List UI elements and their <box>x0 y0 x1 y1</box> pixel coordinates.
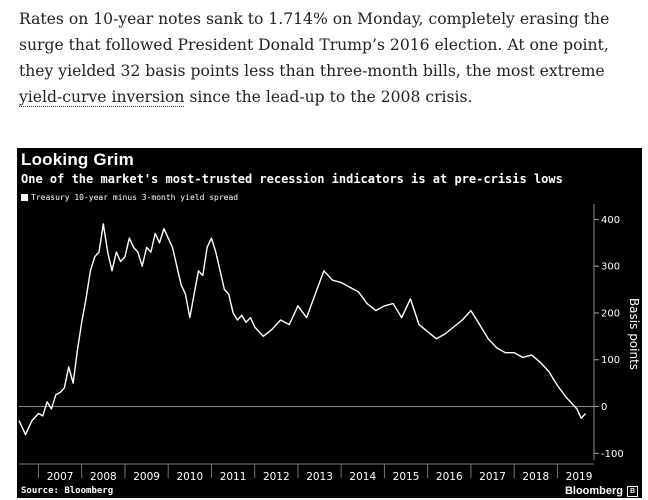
y-tick-label: 0 <box>601 402 607 413</box>
article-text-after: since the lead-up to the 2008 crisis. <box>184 88 473 106</box>
y-tick-label: -100 <box>601 449 624 460</box>
article-text-before: Rates on 10-year notes sank to 1.714% on… <box>19 10 610 80</box>
legend: Treasury 10-year minus 3-month yield spr… <box>21 193 238 202</box>
x-tick-label: 2017 <box>479 471 506 483</box>
legend-label: Treasury 10-year minus 3-month yield spr… <box>31 193 239 202</box>
x-tick-label: 2008 <box>90 471 117 483</box>
x-tick-label: 2013 <box>306 471 333 483</box>
brand-name: Bloomberg <box>564 485 623 497</box>
chart-container: Looking Grim One of the market's most-tr… <box>17 148 642 498</box>
x-tick-label: 2018 <box>522 471 549 483</box>
legend-swatch <box>21 194 28 201</box>
x-tick-label: 2011 <box>220 471 247 483</box>
chart-title: Looking Grim <box>21 150 134 169</box>
y-tick-label: 200 <box>601 308 620 319</box>
x-tick-label: 2019 <box>566 471 593 483</box>
x-tick-label: 2016 <box>436 471 463 483</box>
chart-source: Source: Bloomberg <box>21 486 114 496</box>
brand: Bloomberg B <box>565 485 638 497</box>
article-paragraph: Rates on 10-year notes sank to 1.714% on… <box>19 6 634 110</box>
yield-curve-inversion-link[interactable]: yield-curve inversion <box>19 88 185 107</box>
y-axis-label: Basis points <box>627 298 641 370</box>
x-tick-label: 2012 <box>263 471 290 483</box>
x-tick-label: 2007 <box>47 471 74 483</box>
x-tick-label: 2015 <box>393 471 420 483</box>
chart-plot: -100 0 100 200 300 400 Basis points 2007 2008 200… <box>18 204 641 483</box>
y-tick-label: 100 <box>601 355 620 366</box>
y-tick-label: 400 <box>601 215 620 226</box>
x-tick-label: 2010 <box>176 471 203 483</box>
x-tick-label: 2014 <box>349 471 376 483</box>
chart-subtitle: One of the market's most-trusted recessi… <box>21 172 563 186</box>
x-tick-label: 2009 <box>133 471 160 483</box>
y-tick-label: 300 <box>601 262 620 273</box>
bloomberg-logo-icon: B <box>627 485 638 497</box>
series-line <box>18 223 587 436</box>
